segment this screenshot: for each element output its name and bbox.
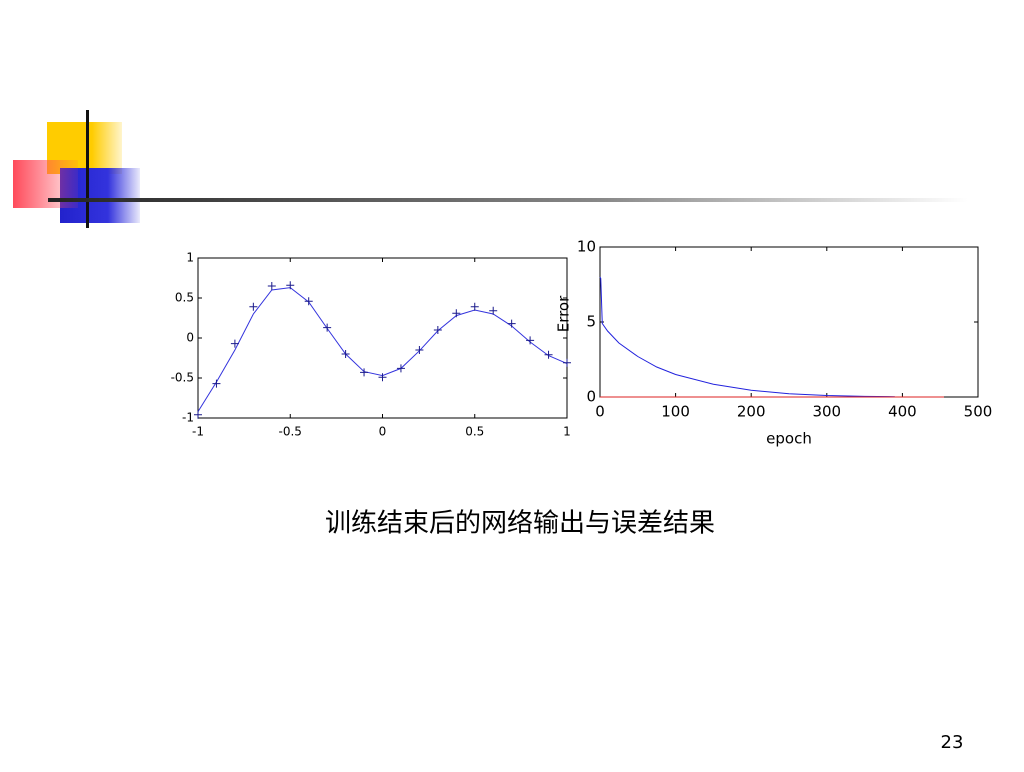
plus-marker [544,350,553,359]
plus-marker [304,297,313,306]
x-tick-label: 500 [964,403,993,421]
plus-marker [341,350,350,358]
x-tick-label: -1 [192,425,204,439]
y-tick-label: 0 [186,331,194,345]
x-tick-label: -0.5 [279,425,302,439]
plus-marker [286,281,295,290]
x-tick-label: 1 [563,425,571,439]
y-tick-label: 0 [586,388,596,406]
deco-hline [48,198,968,202]
series-line [599,276,895,398]
x-tick-label: 400 [888,403,917,421]
y-tick-label: 1 [186,251,194,265]
plus-marker [194,410,202,419]
plot-area [599,246,979,398]
y-tick-label: 0.5 [175,291,194,305]
plus-marker [396,364,405,373]
x-tick-label: 300 [812,403,841,421]
plus-marker [452,309,461,318]
x-tick-label: 200 [737,403,766,421]
plus-marker [360,368,369,377]
plus-marker [267,282,276,290]
plot-area [197,257,568,419]
y-tick-label: -1 [182,411,194,425]
y-axis-label: Error [555,295,573,332]
plus-marker [415,346,424,354]
y-tick-label: 5 [586,313,596,331]
x-axis-label: epoch [766,430,812,448]
x-tick-label: 0 [595,403,605,421]
plus-marker [249,302,258,311]
plus-marker [323,323,332,332]
plus-marker [489,306,498,315]
plus-marker [507,319,516,328]
plus-marker [470,302,479,311]
deco-vline [86,110,89,228]
plus-marker [378,373,387,382]
x-tick-label: 100 [661,403,690,421]
y-tick-label: -0.5 [171,371,194,385]
plus-marker [230,339,239,348]
x-tick-label: 0.5 [465,425,484,439]
plus-marker [526,336,535,345]
y-tick-label: 10 [577,238,596,256]
page-number: 23 [941,732,964,753]
caption: 训练结束后的网络输出与误差结果 [325,509,715,539]
plus-marker [563,358,571,367]
x-tick-label: 0 [379,425,387,439]
plus-marker [433,326,442,334]
plus-marker [212,379,221,388]
